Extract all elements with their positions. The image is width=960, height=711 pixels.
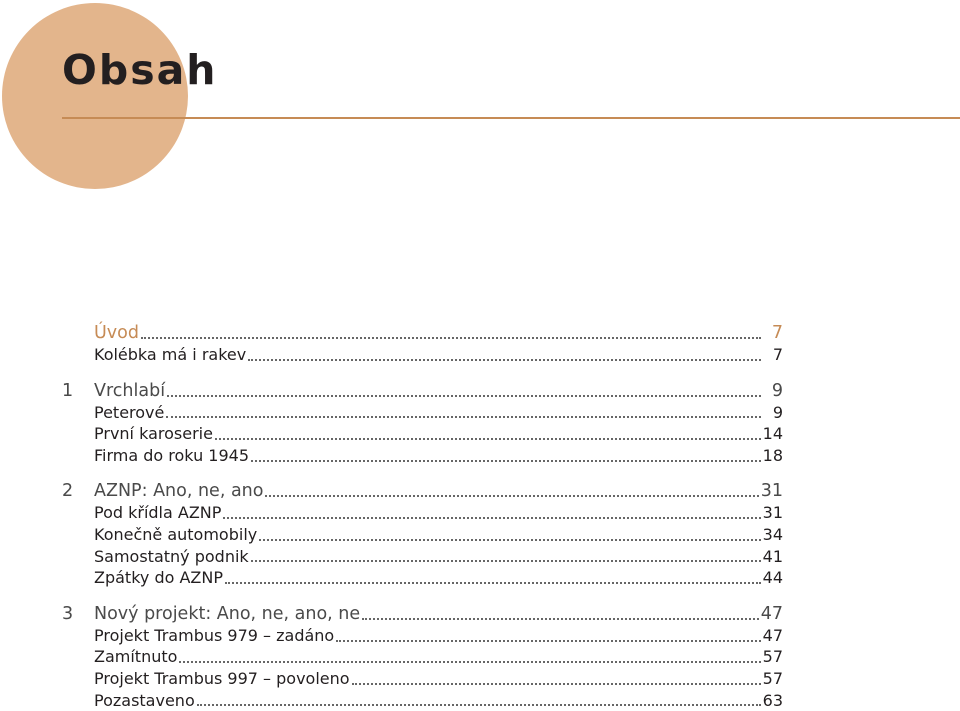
toc-entry-title: Kolébka má i rakev	[94, 345, 247, 364]
toc-section-entry[interactable]: Kolébka má i rakev 7	[62, 344, 783, 366]
toc-entry-title: Nový projekt: Ano, ne, ano, ne	[94, 603, 361, 624]
toc-section-entry[interactable]: Pozastaveno 63	[62, 690, 783, 711]
toc-entry-page: 7	[771, 323, 783, 343]
toc-entry-page: 47	[762, 625, 783, 645]
dot-leader	[223, 517, 761, 520]
toc-entry-title: Projekt Trambus 997 – povoleno	[94, 668, 350, 688]
toc-entry-title: Úvod	[94, 323, 139, 343]
toc-section-entry[interactable]: Samostatný podnik 41	[62, 546, 783, 568]
toc-gap	[62, 366, 783, 380]
decorative-circle	[2, 3, 188, 189]
dot-leader	[248, 358, 761, 361]
title-rule	[62, 117, 960, 119]
toc-entry-title: První karoserie	[94, 424, 213, 444]
toc-entry-title: Zamítnuto	[94, 647, 178, 667]
toc-chapter-entry[interactable]: 3 Nový projekt: Ano, ne, ano, ne 47	[62, 603, 783, 625]
toc-entry-title: Konečně automobily	[94, 524, 258, 544]
toc-entry-number: 1	[62, 380, 74, 401]
toc-entry-title: Projekt Trambus 979 – zadáno	[94, 625, 335, 645]
toc-entry-number: 3	[62, 603, 74, 624]
page-title: Obsah	[62, 46, 218, 94]
dot-leader	[196, 704, 761, 707]
toc-entry-page: 44	[762, 568, 783, 588]
toc-entry-title: AZNP: Ano, ne, ano	[94, 481, 264, 502]
toc-entry-title: Zpátky do AZNP	[94, 568, 223, 588]
toc-entry-page: 31	[762, 503, 783, 523]
toc-entry-page: 47	[760, 603, 783, 624]
toc-section-entry[interactable]: Pod křídla AZNP 31	[62, 502, 783, 524]
toc-entry-page: 34	[762, 524, 783, 544]
toc-chapter-entry[interactable]: Úvod 7	[62, 322, 783, 344]
toc-section-entry[interactable]: První karoserie 14	[62, 423, 783, 445]
toc-entry-title: Pod křídla AZNP	[94, 503, 222, 523]
toc-entry-page: 57	[762, 647, 783, 667]
toc-section-entry[interactable]: Projekt Trambus 979 – zadáno 47	[62, 625, 783, 647]
toc-section-entry[interactable]: Firma do roku 1945 18	[62, 445, 783, 467]
toc-entry-page: 7	[772, 345, 783, 364]
toc-section-entry[interactable]: Zamítnuto 57	[62, 646, 783, 668]
dot-leader	[167, 394, 761, 397]
toc-entry-page: 63	[762, 690, 783, 710]
dot-leader	[351, 682, 761, 685]
toc-entry-page: 57	[762, 668, 783, 688]
toc-entry-title: Peterové	[94, 402, 165, 422]
dot-leader	[166, 416, 761, 419]
toc-chapter-entry[interactable]: 1 Vrchlabí 9	[62, 380, 783, 402]
dot-leader	[140, 337, 761, 339]
toc-entry-title: Samostatný podnik	[94, 546, 249, 566]
dot-leader	[259, 538, 761, 541]
dot-leader	[179, 661, 761, 664]
toc-entry-page: 31	[760, 481, 783, 502]
dot-leader	[265, 495, 759, 498]
toc-section-entry[interactable]: Zpátky do AZNP 44	[62, 567, 783, 589]
dot-leader	[214, 437, 761, 440]
dot-leader	[251, 459, 761, 462]
dot-leader	[336, 639, 761, 642]
dot-leader	[250, 560, 761, 563]
toc-entry-page: 18	[762, 445, 783, 465]
toc-gap	[62, 589, 783, 603]
dot-leader	[225, 581, 761, 584]
toc-entry-page: 9	[772, 402, 783, 422]
toc-section-entry[interactable]: Peterové 9	[62, 402, 783, 424]
toc-chapter-entry[interactable]: 2 AZNP: Ano, ne, ano 31	[62, 480, 783, 502]
toc-gap	[62, 466, 783, 480]
toc-entry-title: Pozastaveno	[94, 690, 195, 710]
toc-entry-page: 9	[771, 380, 783, 401]
toc-entry-page: 41	[762, 546, 783, 566]
toc-entry-title: Firma do roku 1945	[94, 445, 250, 465]
toc-section-entry[interactable]: Projekt Trambus 997 – povoleno 57	[62, 668, 783, 690]
toc-section-entry[interactable]: Konečně automobily 34	[62, 524, 783, 546]
toc-entry-title: Vrchlabí	[94, 380, 166, 401]
toc-entry-page: 14	[762, 424, 783, 444]
dot-leader	[362, 617, 759, 620]
table-of-contents: Úvod 7 Kolébka má i rakev 7 1 Vrchlabí 9 Petero…	[62, 322, 783, 711]
toc-entry-number: 2	[62, 481, 74, 502]
